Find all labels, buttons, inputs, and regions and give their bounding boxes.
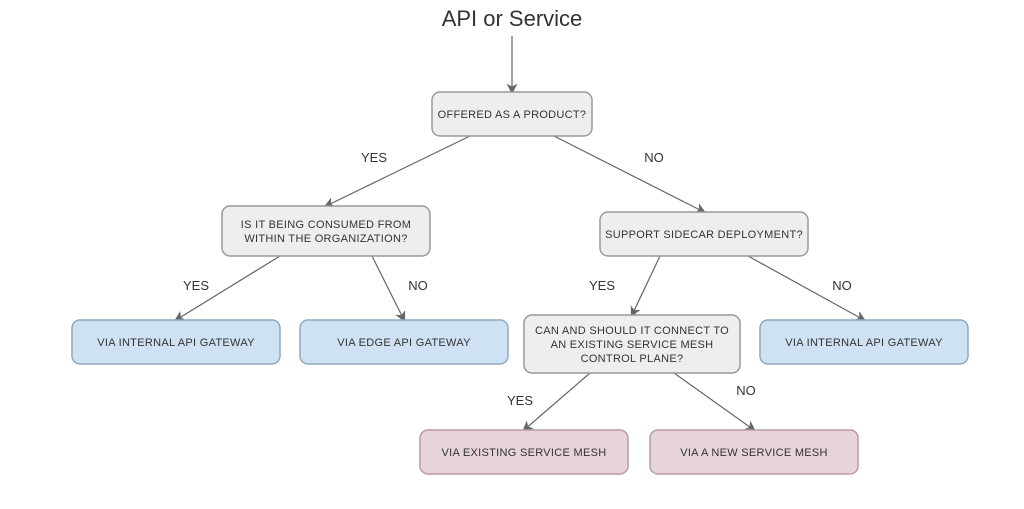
node-label-a_exist_mesh-0: VIA EXISTING SERVICE MESH [441,447,606,459]
edge-q_mesh_yes [524,373,590,430]
node-q_internal: IS IT BEING CONSUMED FROM WITHIN THE ORGA… [222,206,430,256]
chart-title: API or Service [442,6,583,31]
node-label-q_sidecar-0: SUPPORT SIDECAR DEPLOYMENT? [605,229,803,241]
node-label-q_mesh_cp-0: CAN AND SHOULD IT CONNECT TO [535,325,729,337]
edge-label-q_product_no: NO [644,150,664,165]
node-q_product: OFFERED AS A PRODUCT? [432,92,592,136]
node-label-a_int_gw_r-0: VIA INTERNAL API GATEWAY [785,337,943,349]
node-label-q_product-0: OFFERED AS A PRODUCT? [438,109,587,121]
edge-label-q_mesh_yes: YES [507,393,533,408]
node-a_new_mesh: VIA A NEW SERVICE MESH [650,430,858,474]
node-label-a_new_mesh-0: VIA A NEW SERVICE MESH [680,447,828,459]
node-label-q_internal-1: WITHIN THE ORGANIZATION? [244,233,407,245]
node-a_exist_mesh: VIA EXISTING SERVICE MESH [420,430,628,474]
edge-label-q_internal_yes: YES [183,278,209,293]
node-a_int_gw_l: VIA INTERNAL API GATEWAY [72,320,280,364]
node-q_mesh_cp: CAN AND SHOULD IT CONNECT TO AN EXISTING … [524,315,740,373]
node-label-a_int_gw_l-0: VIA INTERNAL API GATEWAY [97,337,255,349]
edge-q_sidecar_yes [632,256,660,315]
node-a_int_gw_r: VIA INTERNAL API GATEWAY [760,320,968,364]
node-q_sidecar: SUPPORT SIDECAR DEPLOYMENT? [600,212,808,256]
edge-label-q_sidecar_no: NO [832,278,852,293]
edge-q_internal_no [372,256,404,320]
node-label-q_internal-0: IS IT BEING CONSUMED FROM [241,219,411,231]
edge-label-q_product_yes: YES [361,150,387,165]
node-label-a_edge_gw-0: VIA EDGE API GATEWAY [337,337,471,349]
edge-q_product_no [554,136,704,212]
node-a_edge_gw: VIA EDGE API GATEWAY [300,320,508,364]
node-label-q_mesh_cp-1: AN EXISTING SERVICE MESH [551,339,714,351]
edge-label-q_internal_no: NO [408,278,428,293]
edge-label-q_mesh_no: NO [736,383,756,398]
edge-q_mesh_no [674,373,754,430]
edge-q_product_yes [326,136,470,206]
node-label-q_mesh_cp-2: CONTROL PLANE? [581,353,684,365]
node-box-q_internal [222,206,430,256]
flowchart-canvas: API or Service YES NO YES NO YES NO YES NO OFFE… [0,0,1024,509]
edge-label-q_sidecar_yes: YES [589,278,615,293]
